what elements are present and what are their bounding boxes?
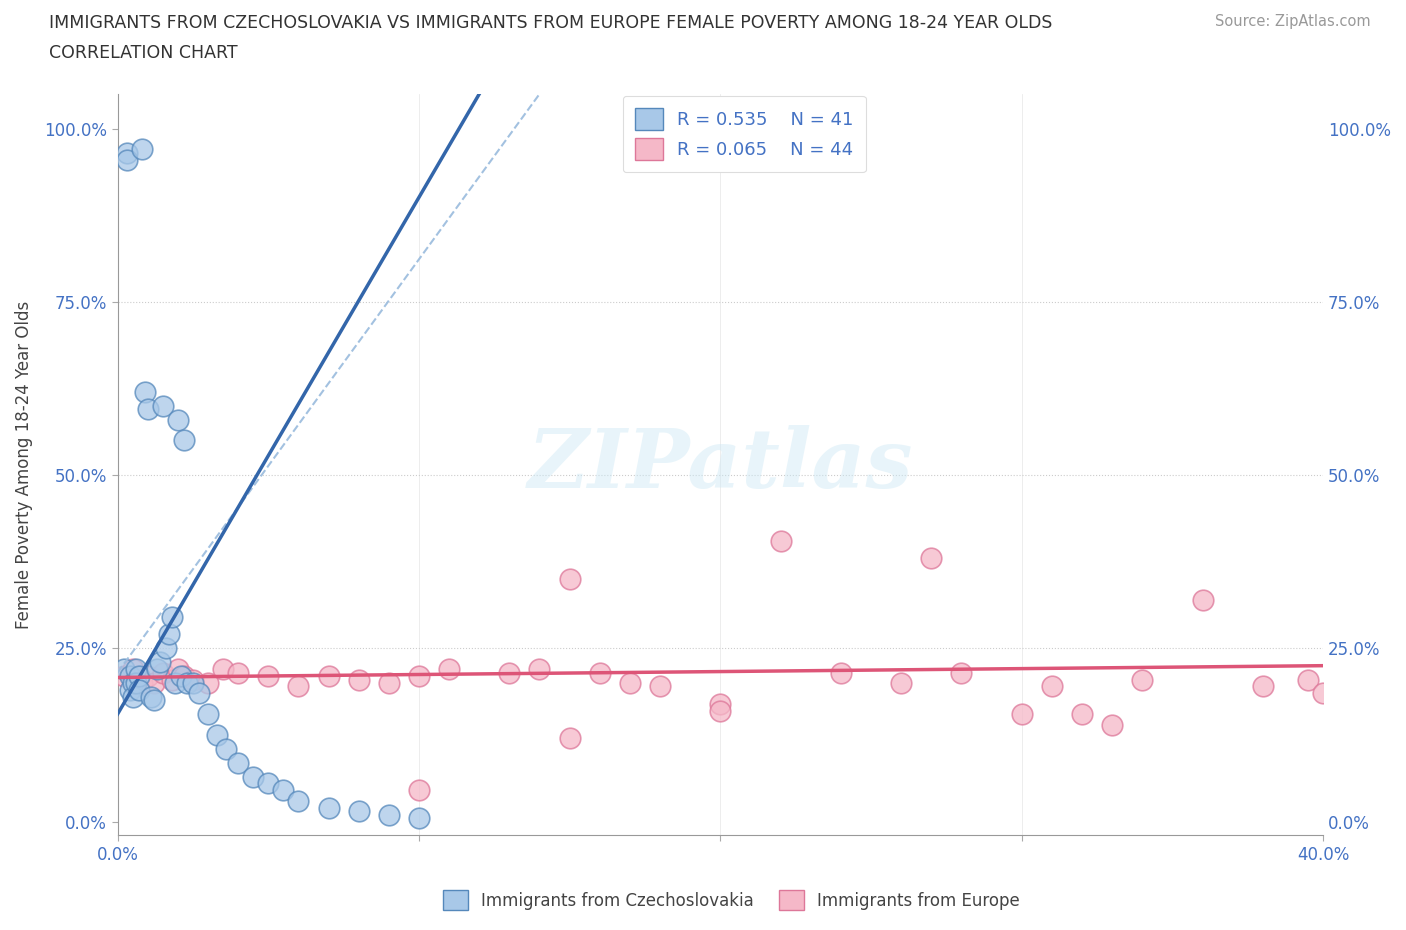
- Point: [1071, 707, 1094, 722]
- Point: [226, 755, 249, 770]
- Point: [648, 679, 671, 694]
- Point: [830, 665, 852, 680]
- Point: [131, 142, 153, 157]
- Legend: R = 0.535    N = 41, R = 0.065    N = 44: R = 0.535 N = 41, R = 0.065 N = 44: [623, 96, 866, 172]
- Point: [197, 675, 219, 690]
- Point: [1011, 707, 1033, 722]
- Point: [181, 675, 204, 690]
- Point: [318, 801, 340, 816]
- Point: [1040, 679, 1063, 694]
- Point: [128, 669, 150, 684]
- Point: [187, 686, 209, 701]
- Point: [124, 662, 146, 677]
- Point: [124, 675, 146, 690]
- Point: [170, 669, 193, 684]
- Point: [155, 641, 177, 656]
- Point: [121, 689, 143, 704]
- Point: [142, 693, 165, 708]
- Text: Source: ZipAtlas.com: Source: ZipAtlas.com: [1215, 14, 1371, 29]
- Point: [112, 662, 135, 677]
- Point: [920, 551, 942, 565]
- Point: [152, 665, 174, 680]
- Point: [709, 697, 731, 711]
- Point: [139, 689, 162, 704]
- Point: [136, 402, 159, 417]
- Point: [619, 675, 641, 690]
- Point: [287, 793, 309, 808]
- Y-axis label: Female Poverty Among 18-24 Year Olds: Female Poverty Among 18-24 Year Olds: [15, 300, 32, 629]
- Point: [112, 669, 135, 684]
- Point: [149, 655, 172, 670]
- Point: [529, 662, 551, 677]
- Legend: Immigrants from Czechoslovakia, Immigrants from Europe: Immigrants from Czechoslovakia, Immigran…: [436, 884, 1026, 917]
- Point: [1101, 717, 1123, 732]
- Point: [408, 669, 430, 684]
- Point: [558, 572, 581, 587]
- Point: [115, 145, 138, 160]
- Point: [408, 783, 430, 798]
- Point: [121, 662, 143, 677]
- Point: [160, 610, 183, 625]
- Point: [242, 769, 264, 784]
- Point: [121, 675, 143, 690]
- Text: IMMIGRANTS FROM CZECHOSLOVAKIA VS IMMIGRANTS FROM EUROPE FEMALE POVERTY AMONG 18: IMMIGRANTS FROM CZECHOSLOVAKIA VS IMMIGR…: [49, 14, 1053, 32]
- Point: [1191, 592, 1213, 607]
- Point: [257, 776, 280, 790]
- Point: [769, 534, 792, 549]
- Point: [145, 662, 167, 677]
- Point: [128, 683, 150, 698]
- Point: [197, 707, 219, 722]
- Point: [118, 669, 141, 684]
- Point: [378, 675, 401, 690]
- Point: [318, 669, 340, 684]
- Point: [205, 727, 228, 742]
- Point: [181, 672, 204, 687]
- Point: [408, 811, 430, 826]
- Point: [347, 672, 370, 687]
- Point: [173, 669, 195, 684]
- Point: [131, 675, 153, 690]
- Point: [1251, 679, 1274, 694]
- Point: [160, 672, 183, 687]
- Text: ZIPatlas: ZIPatlas: [527, 425, 912, 505]
- Point: [152, 398, 174, 413]
- Point: [226, 665, 249, 680]
- Point: [215, 741, 238, 756]
- Point: [134, 384, 156, 399]
- Point: [142, 675, 165, 690]
- Point: [558, 731, 581, 746]
- Point: [118, 683, 141, 698]
- Point: [212, 662, 235, 677]
- Point: [498, 665, 520, 680]
- Point: [347, 804, 370, 818]
- Point: [1130, 672, 1153, 687]
- Point: [115, 153, 138, 167]
- Point: [257, 669, 280, 684]
- Point: [271, 783, 294, 798]
- Point: [176, 675, 198, 690]
- Point: [163, 675, 186, 690]
- Point: [166, 662, 188, 677]
- Point: [589, 665, 612, 680]
- Point: [890, 675, 912, 690]
- Point: [437, 662, 460, 677]
- Point: [1296, 672, 1319, 687]
- Point: [1312, 686, 1334, 701]
- Text: CORRELATION CHART: CORRELATION CHART: [49, 44, 238, 61]
- Point: [709, 703, 731, 718]
- Point: [157, 627, 180, 642]
- Point: [950, 665, 973, 680]
- Point: [287, 679, 309, 694]
- Point: [378, 807, 401, 822]
- Point: [166, 412, 188, 427]
- Point: [173, 433, 195, 448]
- Point: [136, 669, 159, 684]
